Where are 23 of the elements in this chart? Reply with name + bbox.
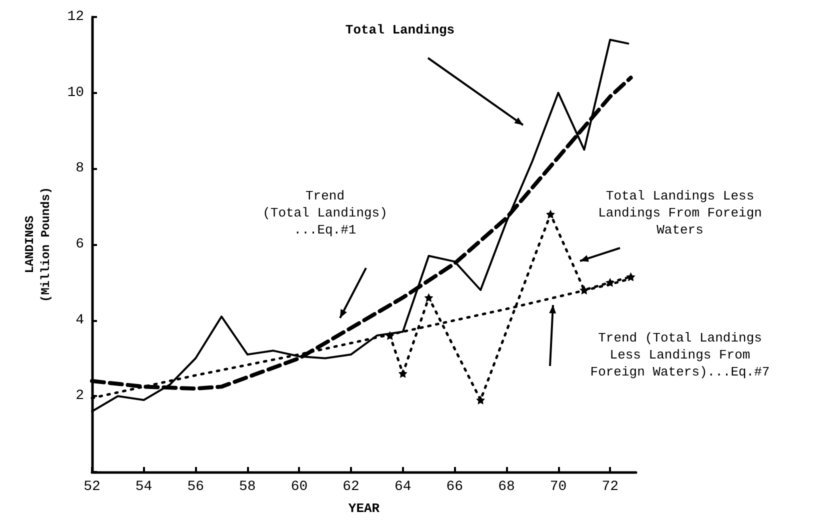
y-tick-label: 12 xyxy=(67,9,84,25)
x-tick-label: 52 xyxy=(84,479,100,495)
x-tick-label: 70 xyxy=(550,479,567,495)
x-tick-label: 56 xyxy=(187,479,204,495)
x-axis-title: YEAR xyxy=(348,501,380,516)
x-tick-label: 58 xyxy=(239,479,256,495)
y-tick-label: 4 xyxy=(76,312,84,328)
x-tick-label: 62 xyxy=(342,479,360,495)
y-axis-title: LANDINGS (Million Pounds) xyxy=(23,186,53,302)
annotation: Total Landings Less Landings From Foreign Waters xyxy=(598,188,762,238)
y-tick-label: 6 xyxy=(76,236,84,252)
y-tick-label: 8 xyxy=(76,160,84,177)
y-tick-label: 10 xyxy=(67,84,84,101)
y-tick-label: 2 xyxy=(76,388,84,404)
x-tick-label: 66 xyxy=(446,479,464,495)
x-tick-label: 54 xyxy=(135,479,152,495)
x-tick-label: 72 xyxy=(602,479,618,495)
annotation: Total Landings xyxy=(345,22,455,38)
x-tick-label: 60 xyxy=(290,479,308,495)
annotation: Trend (Total Landings) ...Eq.#1 xyxy=(262,188,388,238)
annotation: Trend (Total Landings Less Landings From Foreign Waters)...Eq.#7 xyxy=(590,330,770,380)
x-tick-label: 68 xyxy=(498,479,515,495)
x-tick-label: 64 xyxy=(394,479,412,495)
